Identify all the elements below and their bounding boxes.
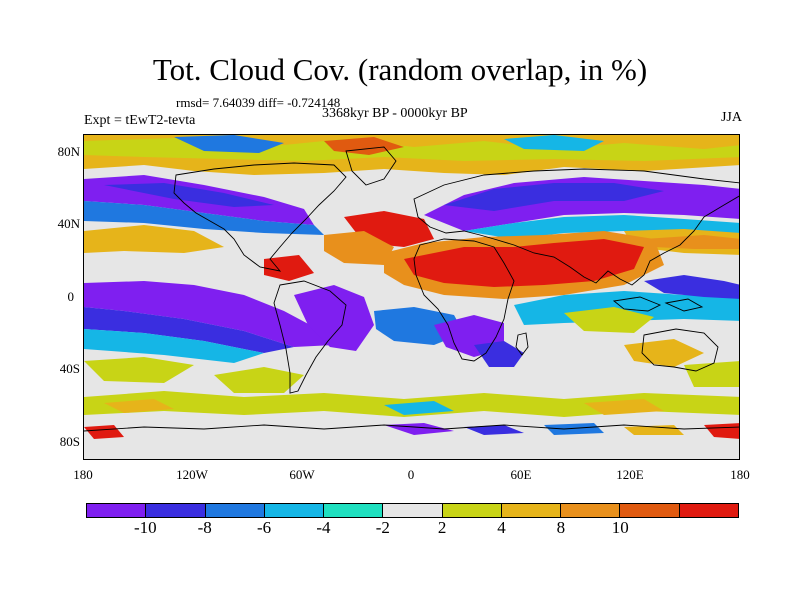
coastline-maritime-continent	[612, 296, 704, 312]
coastline-australia	[641, 328, 719, 372]
anomaly-region	[464, 215, 739, 239]
colorbar-tick-label: 10	[611, 518, 629, 537]
experiment-label: Expt = tEwT2-tevta	[84, 113, 196, 128]
anomaly-region	[84, 357, 194, 383]
coastline-africa	[413, 238, 515, 362]
anomaly-region	[584, 399, 664, 415]
lat-tick-label: 40N	[57, 216, 80, 231]
anomaly-region	[84, 425, 124, 439]
lon-tick-label: 120W	[176, 467, 208, 482]
anomaly-region	[404, 239, 644, 287]
lat-tick-label: 80S	[59, 434, 80, 449]
anomaly-region	[324, 231, 394, 265]
anomaly-region	[684, 361, 739, 387]
anomaly-region	[544, 423, 604, 435]
anomaly-region	[644, 235, 739, 249]
lon-tick-label: 180	[73, 467, 93, 482]
season-label: JJA	[720, 110, 742, 125]
lat-tick-label: 40S	[59, 361, 80, 376]
anomaly-region	[84, 329, 264, 363]
period-label: 3368kyr BP - 0000kyr BP	[322, 106, 468, 121]
anomaly-region	[104, 183, 274, 207]
lon-tick-label: 120E	[616, 467, 644, 482]
coastline-antarctica	[84, 424, 739, 432]
colorbar-tick-label: 2	[437, 518, 447, 537]
anomaly-region	[84, 225, 224, 253]
colorbar-segment	[324, 504, 384, 517]
colorbar-tick-label: -4	[316, 518, 331, 537]
anomaly-region	[104, 399, 174, 413]
anomaly-region	[174, 135, 284, 153]
coastline-eurasia	[413, 168, 739, 286]
colorbar	[86, 503, 739, 518]
lon-tick-label: 0	[407, 467, 415, 482]
anomaly-region	[474, 341, 524, 367]
anomaly-region	[84, 307, 294, 353]
stats-line: rmsd= 7.64039 diff= -0.724148	[176, 95, 341, 110]
lon-tick-label: 60W	[289, 467, 315, 482]
coastlines	[84, 146, 739, 432]
anomaly-region	[84, 281, 334, 347]
colorbar-segment	[501, 504, 562, 517]
colorbar-tick-label: 4	[497, 518, 506, 537]
colorbar-segment	[679, 504, 738, 517]
colorbar-tick-label: 8	[556, 518, 566, 537]
colorbar-segment	[146, 504, 206, 517]
anomaly-region	[624, 339, 704, 367]
anomaly-region	[564, 307, 654, 333]
colorbar-tick-label: -10	[134, 518, 157, 537]
anomaly-region	[504, 135, 604, 151]
colorbar-segment	[264, 504, 325, 517]
anomaly-region	[464, 425, 524, 435]
colorbar-segment	[561, 504, 621, 517]
colorbar-segment	[205, 504, 265, 517]
lat-tick-label: 0	[67, 289, 75, 304]
anomaly-region	[324, 137, 404, 155]
coastline-madagascar	[515, 332, 529, 356]
anomaly-region	[384, 401, 454, 415]
lat-tick-label: 80N	[57, 144, 80, 159]
colorbar-segment	[383, 504, 443, 517]
colorbar-segment	[442, 504, 502, 517]
coastline-greenland	[345, 146, 397, 186]
colorbar-tick-label: -8	[197, 518, 212, 537]
anomaly-region	[214, 367, 304, 393]
anomaly-region	[644, 275, 739, 299]
coastline-north-america	[173, 162, 347, 272]
anomaly-region	[294, 285, 374, 351]
difference-map	[84, 135, 739, 459]
chart-title: Tot. Cloud Cov. (random overlap, in %)	[152, 52, 648, 87]
lon-tick-label: 60E	[510, 467, 532, 482]
anomaly-region	[264, 255, 314, 281]
anomaly-region	[624, 425, 684, 435]
coastline-south-america	[273, 280, 347, 394]
map-panel	[83, 134, 740, 460]
colorbar-segment	[620, 504, 680, 517]
colorbar-tick-label: -2	[375, 518, 390, 537]
colorbar-segment	[87, 504, 147, 517]
anomaly-region	[444, 183, 664, 211]
colorbar-tick-label: -6	[256, 518, 272, 537]
lon-tick-label: 180	[730, 467, 750, 482]
